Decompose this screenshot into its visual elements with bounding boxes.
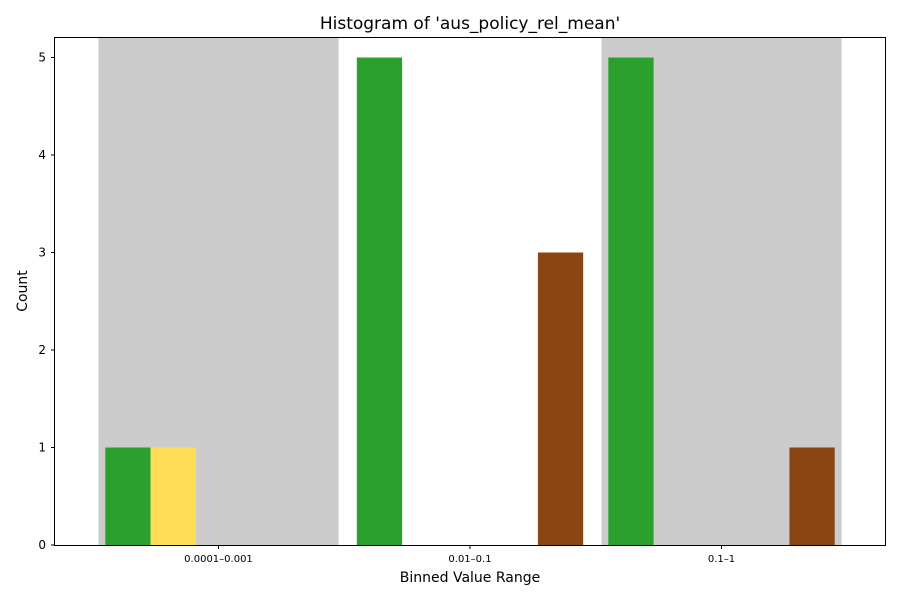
x-tick-label: 0.01–0.1 (448, 554, 491, 565)
y-tick-label: 3 (38, 246, 46, 260)
chart-title: Histogram of 'aus_policy_rel_mean' (320, 14, 620, 34)
y-tick-label: 2 (38, 343, 46, 357)
y-tick-label: 5 (38, 51, 46, 65)
y-tick-label: 0 (38, 538, 46, 552)
x-axis-label: Binned Value Range (400, 570, 540, 586)
y-tick-label: 1 (38, 441, 46, 455)
bar (608, 57, 654, 545)
y-axis-ticks: 0 1 2 3 4 5 (38, 51, 55, 552)
bar (150, 447, 196, 545)
x-tick-label: 0.0001–0.001 (184, 554, 253, 565)
y-axis-label: Count (15, 270, 31, 312)
bar (789, 447, 835, 545)
x-axis-ticks: 0.0001–0.001 0.01–0.1 0.1–1 (184, 545, 735, 565)
bar (537, 252, 584, 545)
y-tick-label: 4 (38, 148, 46, 162)
group-backgrounds (98, 38, 842, 545)
bars (105, 57, 835, 545)
bar (356, 57, 403, 545)
bar (105, 447, 151, 545)
x-tick-label: 0.1–1 (708, 554, 735, 565)
